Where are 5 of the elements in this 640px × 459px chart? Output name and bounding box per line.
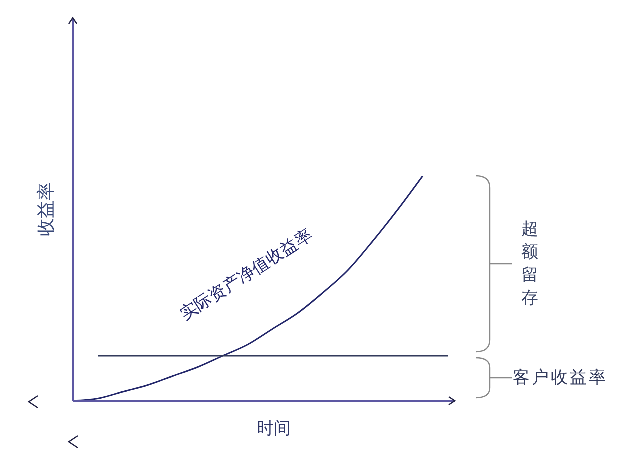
text: 超额留存: [522, 220, 538, 308]
text: 客户收益率: [513, 368, 608, 388]
x-axis-title: 时间: [257, 419, 291, 439]
y-axis-title: 收益率: [36, 182, 56, 236]
text: 实际资产净值收益率: [176, 225, 316, 325]
